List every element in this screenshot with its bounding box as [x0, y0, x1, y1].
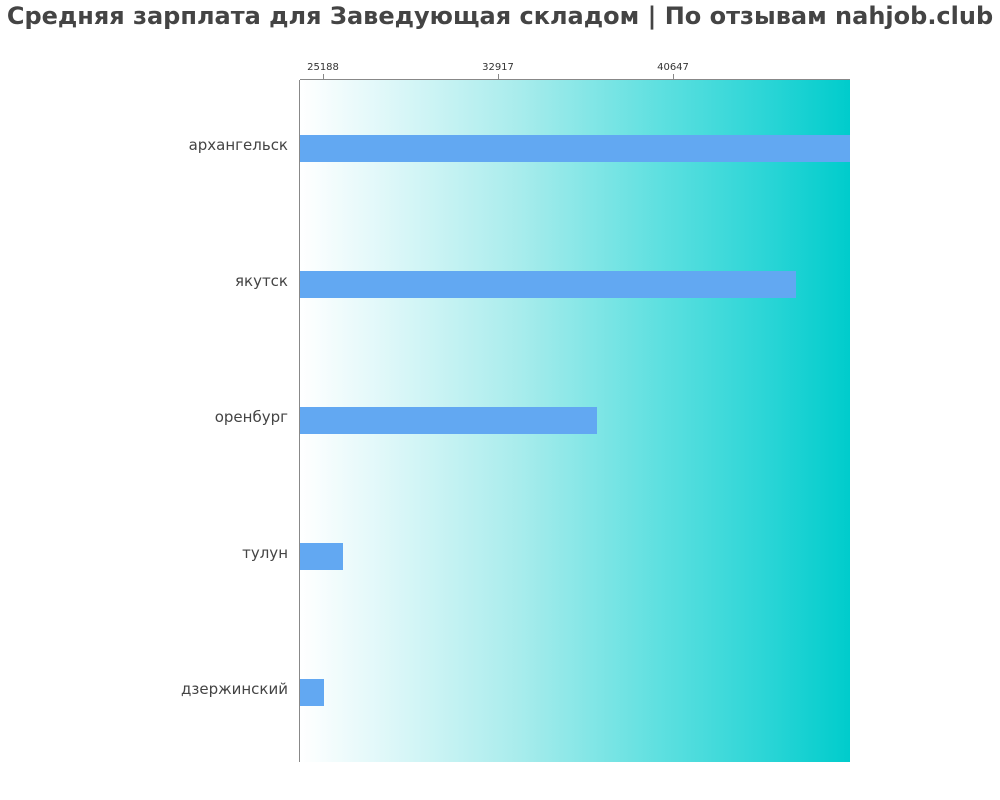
bar-3: [300, 543, 343, 570]
bar-1: [300, 271, 796, 298]
bar-4: [300, 679, 324, 706]
x-tick-label: 25188: [307, 62, 339, 73]
category-label: тулун: [242, 544, 288, 562]
bar-2: [300, 407, 597, 434]
x-tick-mark: [673, 74, 674, 79]
x-axis-line: [300, 79, 850, 80]
chart-title: Средняя зарплата для Заведующая складом …: [6, 2, 994, 30]
x-tick-label: 40647: [657, 62, 689, 73]
x-tick-mark: [323, 74, 324, 79]
category-label: якутск: [234, 272, 288, 290]
category-label: оренбург: [214, 408, 288, 426]
category-label: дзержинский: [181, 680, 288, 698]
bar-0: [300, 135, 850, 162]
y-axis-line: [299, 80, 300, 762]
category-label: архангельск: [188, 136, 288, 154]
x-tick-label: 32917: [482, 62, 514, 73]
x-tick-mark: [498, 74, 499, 79]
